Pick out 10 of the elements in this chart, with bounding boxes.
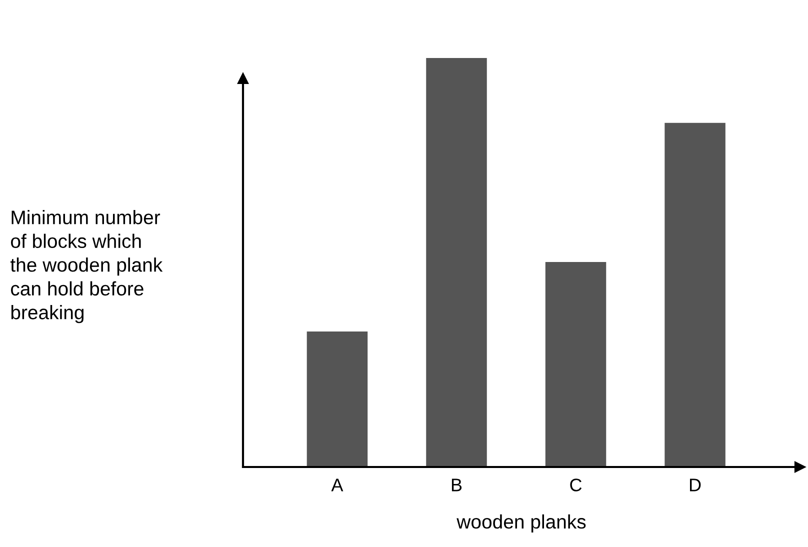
bar bbox=[306, 331, 368, 467]
x-axis-title: wooden planks bbox=[456, 514, 586, 533]
x-tick-label: C bbox=[570, 478, 582, 492]
x-tick-label: B bbox=[452, 478, 462, 492]
bar bbox=[545, 262, 606, 467]
bar bbox=[426, 58, 487, 467]
x-tick-label: A bbox=[331, 478, 344, 492]
bar bbox=[664, 122, 726, 467]
x-tick-label: D bbox=[690, 478, 701, 492]
y-axis-title: Minimum number of blocks which the wooden plank can hold before breaking bbox=[10, 210, 163, 324]
